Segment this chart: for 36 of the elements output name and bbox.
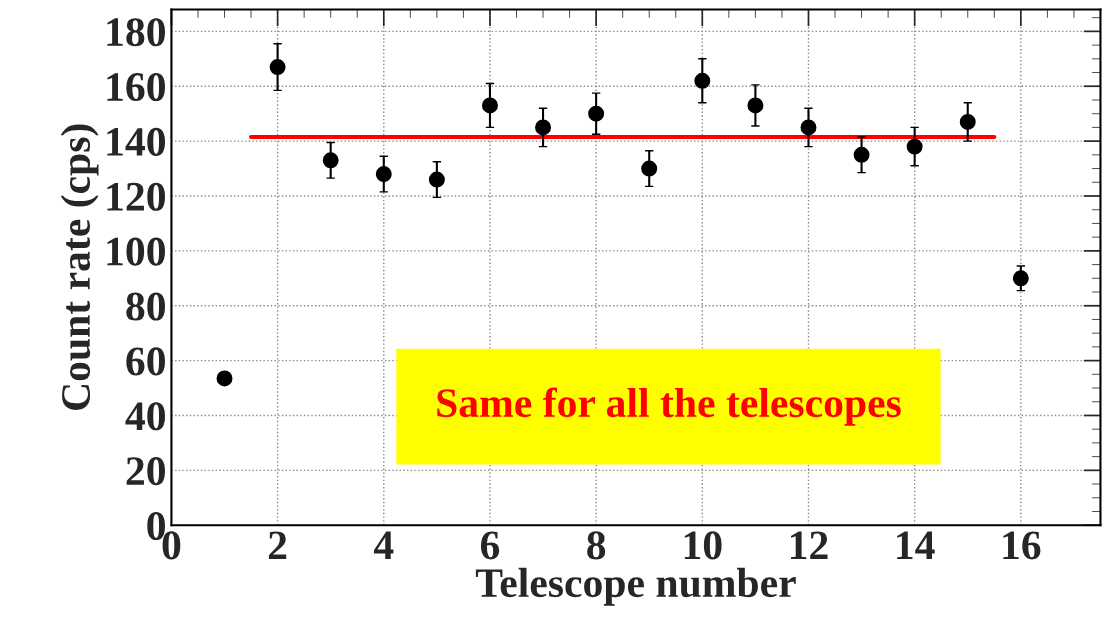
point [588, 105, 605, 122]
x-tick-label: 8 [587, 531, 606, 560]
y-tick-label: 20 [126, 457, 165, 486]
y-axis-title: Count rate (cps) [60, 124, 99, 410]
point [800, 119, 817, 136]
point [535, 119, 552, 136]
y-tick-label: 100 [107, 237, 165, 266]
x-tick-label: 12 [790, 531, 828, 559]
point [906, 138, 923, 155]
point [481, 97, 498, 114]
point [428, 171, 445, 188]
point [322, 152, 339, 169]
point [694, 72, 711, 89]
y-tick-label: 40 [125, 402, 165, 431]
y-tick-label: 140 [107, 127, 165, 156]
point [747, 97, 764, 114]
point [269, 59, 286, 76]
y-tick-label: 180 [107, 18, 165, 47]
point [853, 146, 870, 163]
annotation: Same for all the telescopes [437, 387, 901, 426]
x-tick-label: 10 [684, 531, 722, 560]
point [641, 160, 658, 177]
x-tick-label: 16 [1003, 531, 1041, 560]
y-tick-label: 160 [107, 73, 165, 102]
x-tick-label: 6 [480, 531, 500, 560]
point [959, 113, 976, 130]
y-tick-label: 120 [107, 182, 165, 211]
x-tick-label: 14 [897, 531, 935, 559]
x-tick-label: 4 [373, 531, 394, 559]
point [1012, 270, 1029, 287]
y-tick-label: 60 [126, 347, 165, 376]
point [375, 166, 392, 183]
x-tick-label: 2 [268, 531, 287, 559]
point [216, 370, 233, 387]
y-tick-label: 80 [126, 292, 165, 321]
x-axis-title: Telescope number [475, 567, 796, 606]
